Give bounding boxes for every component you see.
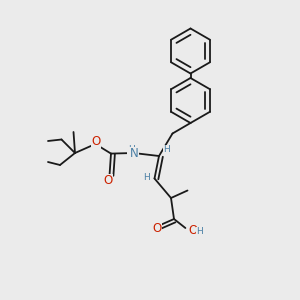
Text: O: O: [92, 135, 100, 148]
Text: H: H: [128, 146, 134, 154]
Text: H: H: [163, 146, 170, 154]
Text: H: H: [144, 172, 150, 182]
Text: O: O: [152, 222, 161, 235]
Text: N: N: [130, 147, 139, 160]
Text: H: H: [196, 227, 203, 236]
Text: O: O: [188, 224, 198, 237]
Text: O: O: [103, 174, 112, 188]
